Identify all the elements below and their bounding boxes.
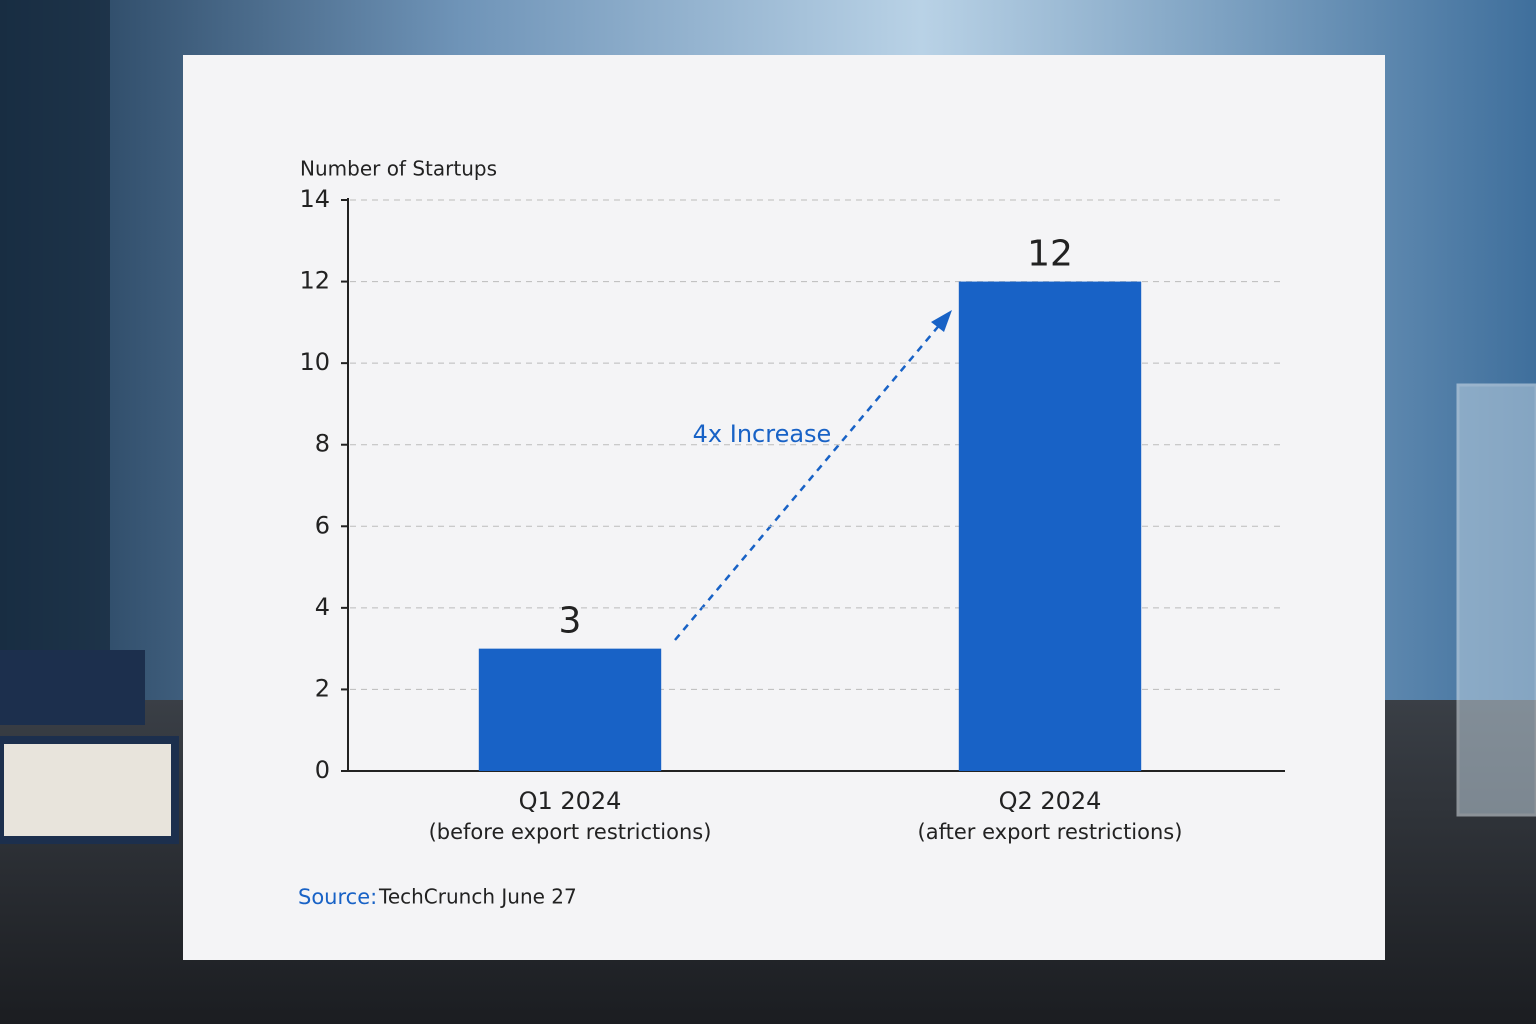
annotation: 4x Increase: [693, 420, 832, 448]
glass: [1456, 383, 1536, 817]
book: [0, 650, 145, 725]
y-tick-label: 14: [299, 185, 330, 213]
source-label: Source:: [298, 885, 377, 909]
y-tick-label: 2: [315, 674, 330, 702]
y-tick-label: 12: [299, 267, 330, 295]
value-label: 12: [1027, 234, 1073, 275]
book: [0, 736, 179, 844]
window-frame: [0, 0, 110, 700]
y-tick-label: 4: [315, 593, 330, 621]
arrow-head: [931, 310, 952, 332]
bar: [958, 281, 1142, 771]
x-tick-note: (before export restrictions): [429, 820, 712, 844]
y-axis-label: Number of Startups: [300, 157, 497, 181]
value-label: 3: [559, 601, 582, 642]
bar: [478, 648, 662, 771]
source: TechCrunch June 27: [378, 885, 577, 909]
x-tick-label: Q2 2024: [999, 787, 1102, 815]
y-tick-label: 6: [315, 511, 330, 539]
trend-arrow: [674, 321, 943, 641]
x-tick-note: (after export restrictions): [918, 820, 1183, 844]
y-tick-label: 8: [315, 430, 330, 458]
paper: [183, 55, 1385, 960]
y-tick-label: 10: [299, 348, 330, 376]
x-tick-label: Q1 2024: [519, 787, 622, 815]
y-tick-label: 0: [315, 756, 330, 784]
